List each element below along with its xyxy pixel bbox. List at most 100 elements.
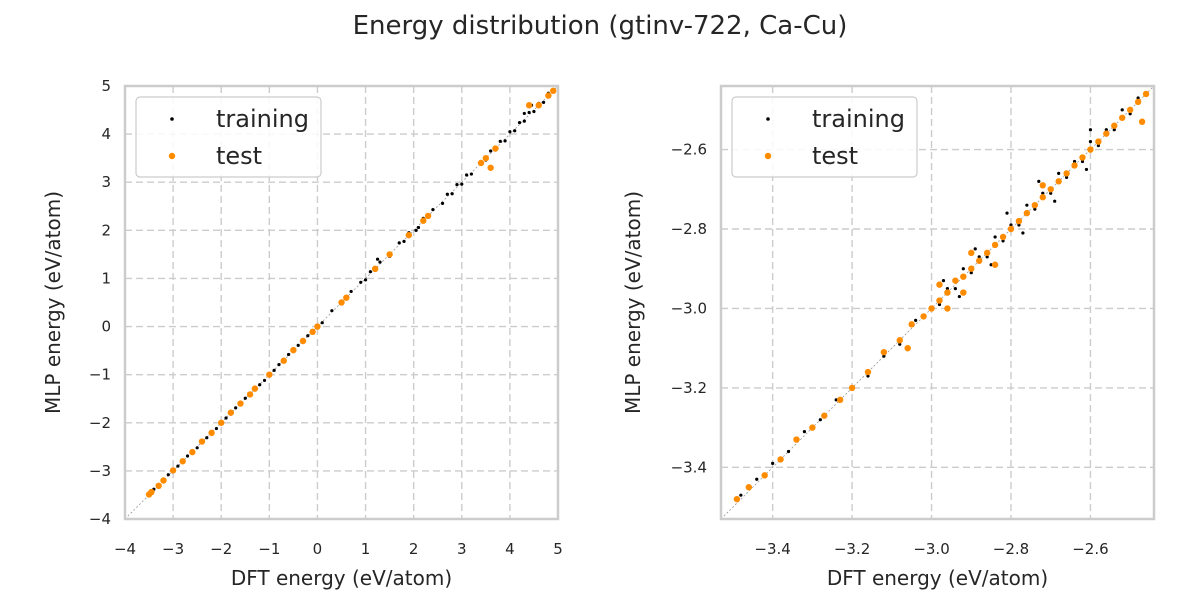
test-data-point — [314, 323, 321, 330]
test-data-point — [1031, 201, 1039, 209]
test-data-point — [487, 164, 494, 171]
test-data-point — [251, 385, 259, 392]
test-data-point — [1126, 106, 1134, 114]
test-data-point — [266, 371, 273, 378]
test-data-point — [904, 344, 911, 352]
training-data-point — [195, 446, 199, 450]
training-data-point — [272, 368, 276, 372]
test-data-point — [896, 337, 903, 344]
plot-panel-right: −3.4 −3.2 −3.0 −2.8 −2.6 −3.4 −3.2 −3.0 −2.8 −2.6… — [621, 84, 1156, 590]
test-data-point — [821, 412, 828, 419]
training-data-point — [397, 241, 401, 245]
test-data-point — [343, 294, 350, 301]
training-data-point — [961, 267, 965, 271]
training-data-point — [1001, 239, 1005, 243]
training-data-point — [1041, 191, 1045, 195]
training-data-point — [1128, 112, 1132, 116]
test-data-point — [999, 233, 1007, 241]
test-data-point — [944, 289, 951, 296]
test-data-point — [991, 261, 999, 268]
test-data-point — [1015, 217, 1023, 225]
test-data-point — [549, 87, 557, 95]
test-data-point — [944, 305, 951, 312]
test-data-point — [952, 277, 959, 284]
test-data-point — [864, 368, 872, 376]
figure-title: Energy distribution (gtinv-722, Ca-Cu) — [353, 11, 848, 41]
plot-frame — [719, 84, 1156, 521]
training-data-point — [1017, 223, 1021, 227]
test-data-point — [1047, 186, 1054, 193]
training-data-point — [1084, 167, 1089, 172]
test-data-point — [1079, 154, 1086, 161]
test-data-point — [976, 257, 983, 264]
test-data-point — [960, 289, 967, 296]
test-data-point — [908, 321, 915, 328]
x-tick-label: −2.8 — [993, 540, 1029, 558]
test-data-point — [836, 396, 844, 404]
y-tick-label: 3 — [101, 173, 111, 191]
test-data-point — [155, 482, 162, 490]
training-data-point — [1053, 199, 1057, 203]
training-data-point — [993, 235, 997, 239]
training-data-point — [1049, 191, 1053, 195]
y-tick-label: −4 — [89, 510, 111, 528]
test-data-point — [1119, 114, 1126, 121]
test-data-point — [424, 212, 432, 220]
training-data-point — [455, 183, 459, 187]
legend-marker-training — [766, 117, 770, 121]
training-data-point — [508, 130, 512, 134]
test-data-point — [208, 429, 215, 437]
training-data-point — [945, 286, 950, 291]
training-data-point — [214, 426, 219, 431]
test-data-point — [1039, 194, 1046, 201]
y-tick-label: 1 — [101, 269, 111, 287]
training-data-point — [1080, 159, 1085, 164]
training-data-point — [1005, 211, 1009, 215]
test-data-point — [1095, 138, 1102, 145]
y-tick-label: −2.8 — [671, 220, 707, 238]
legend-box — [135, 96, 322, 178]
training-data-point — [286, 352, 291, 357]
test-data-point — [777, 456, 784, 463]
legend-label-training: training — [216, 105, 309, 133]
test-data-point — [1063, 170, 1070, 177]
test-data-point — [160, 477, 167, 484]
training-data-point — [224, 416, 228, 420]
y-tick-label: −2 — [89, 414, 111, 432]
y-tick-label: 5 — [101, 77, 111, 95]
training-data-point — [973, 247, 977, 251]
training-data-point — [755, 477, 759, 481]
y-tick-label: −2.6 — [671, 141, 707, 159]
training-data-point — [262, 378, 267, 383]
training-data-point — [402, 239, 406, 243]
legend: training test — [731, 96, 918, 178]
test-data-point — [1055, 178, 1062, 185]
training-data-point — [375, 257, 380, 261]
plot-panel-left: −4 −3 −2 −1 0 1 2 3 4 5 −4 −3 −2 −1 0 1 2 3 4 5 DFT energy (… — [41, 77, 563, 590]
training-data-point — [985, 255, 989, 259]
test-data-point — [968, 265, 975, 272]
test-data-point — [920, 313, 927, 320]
training-data-point — [1104, 128, 1108, 132]
test-data-point — [1039, 182, 1046, 189]
test-data-point — [848, 384, 856, 392]
training-data-point — [937, 302, 942, 307]
training-data-point — [460, 182, 464, 186]
test-data-point — [960, 273, 967, 280]
training-data-point — [489, 149, 493, 153]
training-data-point — [277, 362, 281, 367]
training-data-point — [349, 289, 353, 294]
plot-frame — [123, 84, 560, 521]
training-data-point — [166, 473, 170, 477]
y-tick-label: 2 — [101, 221, 111, 239]
test-data-point — [936, 297, 943, 304]
training-data-point — [205, 436, 209, 440]
test-data-point — [148, 488, 155, 496]
legend-marker-test — [168, 152, 176, 160]
training-data-point — [464, 173, 469, 177]
training-data-point — [914, 318, 918, 322]
test-data-point — [227, 409, 235, 416]
y-tick-label: −1 — [89, 366, 111, 384]
training-data-point — [234, 406, 238, 410]
test-data-point — [198, 438, 206, 445]
